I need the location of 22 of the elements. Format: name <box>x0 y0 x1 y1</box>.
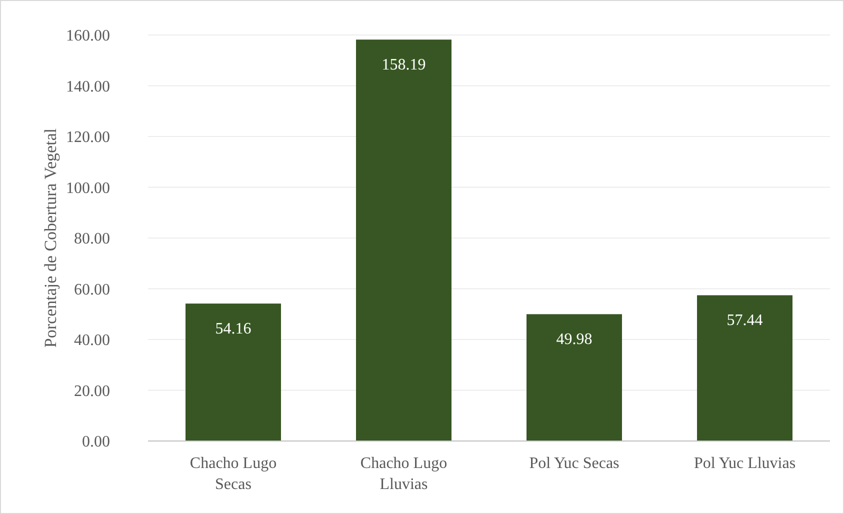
y-tick-label: 160.00 <box>66 28 110 45</box>
data-label: 57.44 <box>726 312 763 330</box>
bar <box>697 295 792 441</box>
data-label: 49.98 <box>556 331 592 348</box>
y-axis-title: Porcentaje de Cobertura Vegetal <box>41 128 60 348</box>
x-tick-label: Chacho Lugo Secas <box>190 455 277 493</box>
y-tick-label: 20.00 <box>74 382 110 400</box>
x-tick-label: Pol Yuc Secas <box>529 455 620 472</box>
x-tick-label: Pol Yuc Lluvias <box>694 455 796 472</box>
bar <box>186 304 281 441</box>
y-tick-label: 80.00 <box>74 230 110 248</box>
data-label: 54.16 <box>215 320 252 338</box>
bar <box>356 40 452 441</box>
x-tick-label: Chacho Lugo Lluvias <box>360 455 448 493</box>
y-tick-label: 60.00 <box>74 281 110 298</box>
y-tick-label: 100.00 <box>66 180 110 197</box>
y-tick-label: 140.00 <box>66 78 110 96</box>
y-tick-label: 40.00 <box>74 332 110 350</box>
y-tick-label: 0.00 <box>82 434 110 451</box>
bar <box>526 314 622 441</box>
data-label: 158.19 <box>382 56 426 74</box>
y-tick-label: 120.00 <box>66 129 110 146</box>
